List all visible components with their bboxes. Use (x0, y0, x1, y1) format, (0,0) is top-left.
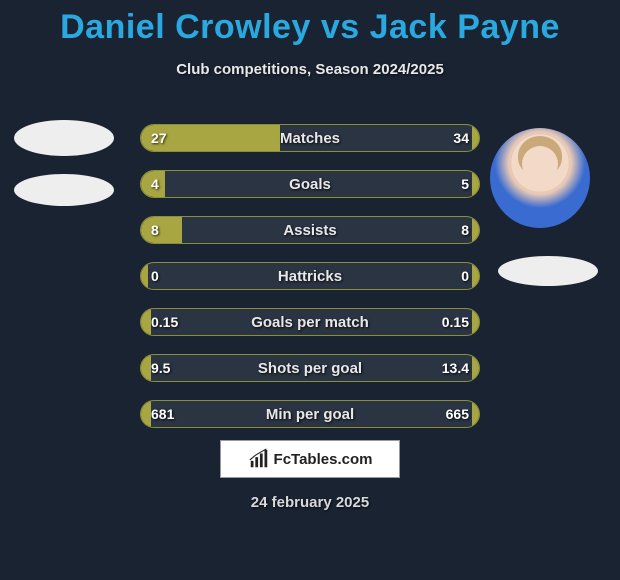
stat-row: 0 0Hattricks (140, 262, 480, 290)
bar-fill-left (141, 217, 182, 243)
stat-value-left: 4 (151, 171, 159, 197)
bar-fill-right (472, 355, 479, 381)
stat-value-right: 8 (461, 217, 469, 243)
stat-value-right: 665 (446, 401, 469, 427)
stat-label: Goals (141, 171, 479, 197)
stat-row: 2734Matches (140, 124, 480, 152)
player2-club-badge (498, 256, 598, 286)
stat-value-right: 0 (461, 263, 469, 289)
stat-value-left: 9.5 (151, 355, 170, 381)
vs-separator: vs (321, 8, 360, 46)
bar-fill-left (141, 263, 148, 289)
player1-name: Daniel Crowley (60, 8, 311, 46)
stat-label: Shots per goal (141, 355, 479, 381)
stat-row: 681 665Min per goal (140, 400, 480, 428)
stat-label: Goals per match (141, 309, 479, 335)
fctables-logo[interactable]: FcTables.com (220, 440, 400, 478)
player2-name: Jack Payne (370, 8, 560, 46)
stat-value-left: 8 (151, 217, 159, 243)
stat-row: 8 8Assists (140, 216, 480, 244)
bar-fill-left (141, 309, 151, 335)
player1-avatar-placeholder (14, 120, 114, 156)
comparison-title: Daniel Crowley vs Jack Payne (0, 0, 620, 47)
stat-value-left: 0.15 (151, 309, 178, 335)
date-label: 24 february 2025 (0, 494, 620, 511)
stat-value-right: 13.4 (442, 355, 469, 381)
bar-fill-left (141, 401, 151, 427)
bar-fill-right (472, 125, 479, 151)
player2-avatar (490, 128, 590, 228)
stat-value-right: 34 (453, 125, 469, 151)
bar-fill-left (141, 355, 151, 381)
bar-fill-right (472, 171, 479, 197)
stat-value-left: 681 (151, 401, 174, 427)
stat-value-left: 0 (151, 263, 159, 289)
stat-value-right: 0.15 (442, 309, 469, 335)
player2-avatar-image (490, 128, 590, 228)
subtitle: Club competitions, Season 2024/2025 (0, 61, 620, 78)
player1-club-badge (14, 174, 114, 206)
stat-value-left: 27 (151, 125, 167, 151)
logo-text: FcTables.com (274, 451, 373, 468)
bar-fill-right (472, 217, 479, 243)
stats-bars: 2734Matches45Goals88Assists00Hattricks0.… (140, 124, 480, 446)
stat-label: Min per goal (141, 401, 479, 427)
chart-icon (248, 448, 270, 470)
stat-value-right: 5 (461, 171, 469, 197)
stat-label: Assists (141, 217, 479, 243)
stat-label: Hattricks (141, 263, 479, 289)
stat-row: 4 5Goals (140, 170, 480, 198)
stat-row: 9.5 13.4Shots per goal (140, 354, 480, 382)
stat-row: 0.15 0.15Goals per match (140, 308, 480, 336)
bar-fill-right (472, 401, 479, 427)
bar-fill-right (472, 263, 479, 289)
bar-fill-right (472, 309, 479, 335)
